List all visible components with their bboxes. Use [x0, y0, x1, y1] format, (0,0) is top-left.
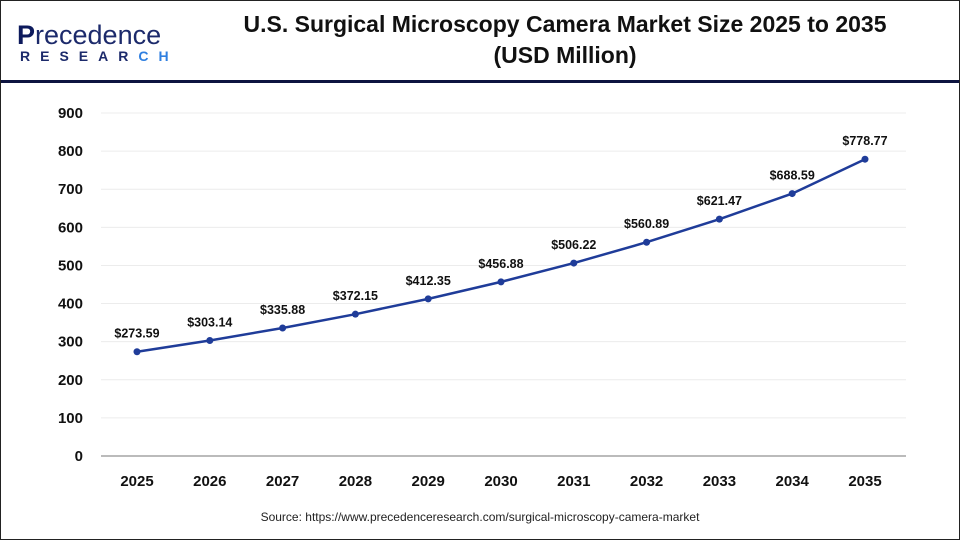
data-point	[279, 324, 287, 332]
data-label: $456.88	[478, 257, 523, 271]
data-label: $778.77	[842, 134, 887, 148]
data-label: $621.47	[697, 194, 742, 208]
data-point	[643, 238, 651, 246]
x-tick-label: 2026	[193, 473, 226, 490]
y-tick-label: 100	[58, 410, 83, 427]
x-tick-label: 2033	[703, 473, 736, 490]
y-tick-label: 700	[58, 181, 83, 198]
data-point	[133, 348, 141, 356]
x-tick-label: 2031	[557, 473, 590, 490]
title-line-2: (USD Million)	[493, 42, 637, 68]
y-tick-label: 0	[75, 448, 83, 465]
logo-subtext: RESEARCH	[20, 48, 179, 64]
data-point	[424, 295, 432, 303]
data-point	[351, 310, 359, 318]
x-tick-label: 2032	[630, 473, 663, 490]
y-tick-label: 500	[58, 257, 83, 274]
series-line	[136, 158, 866, 353]
y-tick-label: 800	[58, 143, 83, 160]
data-point	[715, 215, 723, 223]
data-label: $303.14	[187, 315, 232, 329]
x-tick-label: 2028	[339, 473, 372, 490]
data-label: $412.35	[406, 274, 451, 288]
data-label: $335.88	[260, 303, 305, 317]
x-tick-label: 2025	[120, 473, 153, 490]
data-label: $560.89	[624, 217, 669, 231]
data-point	[788, 190, 796, 198]
header: Precedence RESEARCH U.S. Surgical Micros…	[1, 1, 959, 83]
data-point	[570, 259, 578, 267]
logo-text: Precedence	[17, 20, 162, 50]
x-tick-label: 2034	[776, 473, 810, 490]
data-label: $372.15	[333, 289, 378, 303]
data-point	[206, 336, 214, 344]
x-tick-label: 2030	[484, 473, 517, 490]
chart-title: U.S. Surgical Microscopy Camera Market S…	[171, 9, 959, 71]
x-tick-label: 2027	[266, 473, 299, 490]
y-tick-label: 400	[58, 296, 83, 313]
data-label: $273.59	[114, 327, 159, 341]
x-tick-label: 2035	[848, 473, 881, 490]
data-point	[497, 278, 505, 286]
title-line-1: U.S. Surgical Microscopy Camera Market S…	[243, 11, 887, 37]
x-tick-label: 2029	[412, 473, 445, 490]
data-label: $688.59	[770, 169, 815, 183]
y-tick-label: 600	[58, 219, 83, 236]
source-text: Source: https://www.precedenceresearch.c…	[260, 510, 700, 524]
y-tick-label: 900	[58, 105, 83, 122]
y-tick-label: 200	[58, 372, 83, 389]
data-point	[861, 155, 869, 163]
y-tick-label: 300	[58, 334, 83, 351]
data-label: $506.22	[551, 238, 596, 252]
precedence-research-logo: Precedence RESEARCH	[17, 20, 179, 64]
